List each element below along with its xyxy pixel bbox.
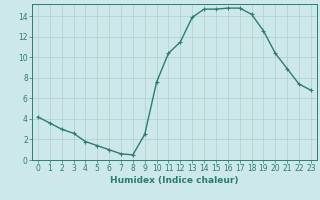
X-axis label: Humidex (Indice chaleur): Humidex (Indice chaleur) [110,176,239,185]
